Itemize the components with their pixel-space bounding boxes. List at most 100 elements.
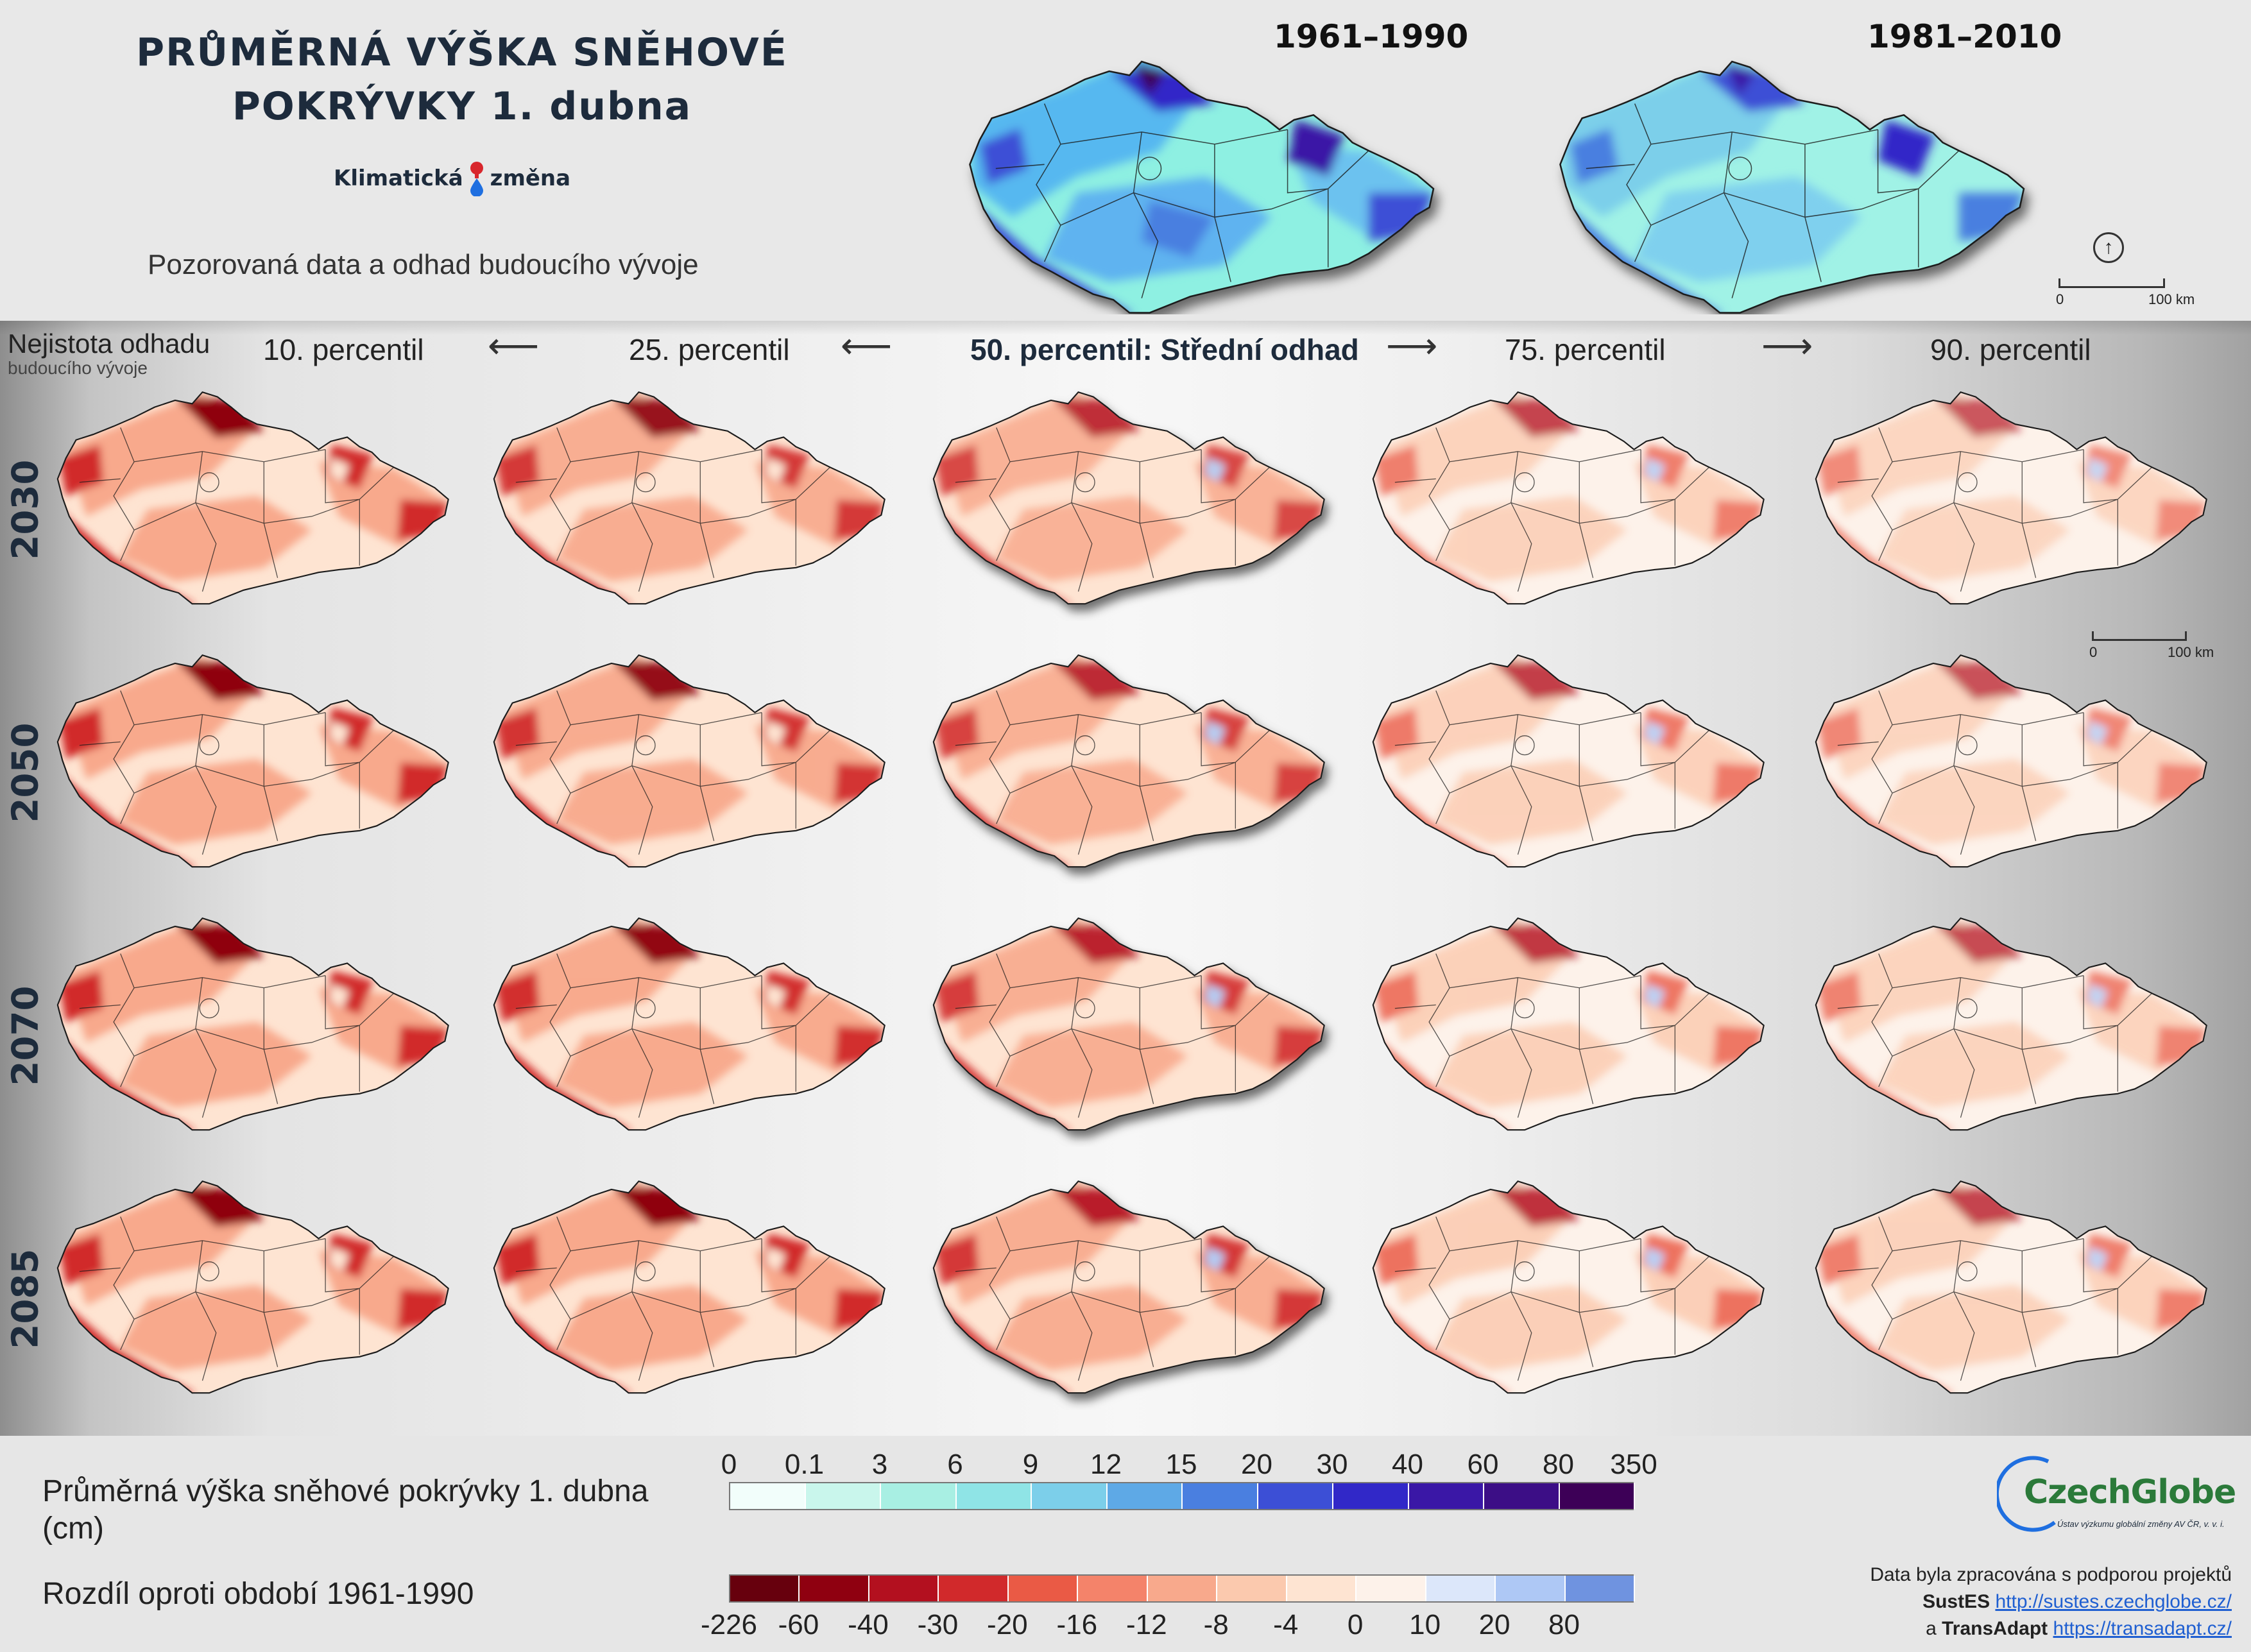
legend-tick-label: -12: [1126, 1609, 1167, 1640]
legend-swatch: [730, 1483, 806, 1509]
difference-map: [1354, 371, 1777, 624]
legend-tick-label: 0: [721, 1449, 737, 1480]
header-panel: PRŮMĚRNÁ VÝŠKA SNĚHOVÉ POKRÝVKY 1. dubna…: [0, 0, 2251, 321]
difference-map: [39, 897, 462, 1150]
logo-wordmark: CzechGlobe: [2024, 1473, 2236, 1511]
column-header-p75: 75. percentil: [1505, 333, 1666, 366]
difference-map-svg: [1815, 1180, 2207, 1394]
column-header-p10: 10. percentil: [263, 333, 424, 366]
difference-tick-row: -226 -60 -40 -30 -20 -16 -12 -8 -4 0 10 20 80: [701, 1609, 1634, 1641]
legend-tick-label: 15: [1165, 1449, 1197, 1480]
legend-swatch: [939, 1576, 1009, 1601]
legend-tick-label: 6: [947, 1449, 963, 1480]
observed-period-1-label: 1961–1990: [1274, 18, 1469, 55]
legend-swatch: [1559, 1483, 1635, 1509]
observed-period-2-label: 1981–2010: [1867, 18, 2062, 55]
legend-tick-label: 60: [1467, 1449, 1499, 1480]
legend-swatch: [1408, 1483, 1484, 1509]
difference-map-svg: [1815, 917, 2207, 1131]
legend-tick-label: -20: [987, 1609, 1028, 1640]
column-header-p50: 50. percentil: Střední odhad: [970, 333, 1359, 366]
brand-logo: Klimatická změna: [334, 159, 570, 198]
source-credits: Data byla zpracována s podporou projektů…: [1783, 1562, 2232, 1642]
legend-swatch: [1008, 1576, 1079, 1601]
legend-tick-label: -226: [700, 1609, 758, 1640]
legend-swatch: [1565, 1576, 1635, 1601]
difference-map: [914, 1160, 1338, 1413]
legend-tick-label: 30: [1316, 1449, 1348, 1480]
column-header-p25: 25. percentil: [629, 333, 790, 366]
legend-swatch: [1107, 1483, 1183, 1509]
legend-swatch: [956, 1483, 1032, 1509]
legend-tick-label: -8: [1203, 1609, 1229, 1640]
difference-map-svg: [493, 1180, 886, 1394]
depth-tick-row: 0 0.1 3 6 9 12 15 20 30 40 60 80 350: [721, 1449, 1657, 1481]
legend-tick-label: 20: [1478, 1609, 1511, 1640]
difference-map: [914, 634, 1338, 887]
arrow-right-icon: ⟶: [1386, 325, 1438, 366]
legend-tick-label: 10: [1409, 1609, 1441, 1640]
link-sustes[interactable]: http://sustes.czechglobe.cz/: [1995, 1591, 2232, 1612]
legend-swatch: [1484, 1483, 1560, 1509]
observed-map-1981-2010: [1521, 6, 2041, 318]
legend-tick-label: 20: [1241, 1449, 1272, 1480]
uncertainty-label: Nejistota odhadu: [8, 328, 210, 359]
projection-grid: Nejistota odhadu budoucího vývoje 10. pe…: [0, 321, 2251, 1436]
legend-swatch: [1217, 1576, 1287, 1601]
legend-tick-label: 80: [1543, 1449, 1574, 1480]
difference-map-svg: [493, 917, 886, 1131]
difference-map: [1354, 634, 1777, 887]
title-line-1: PRŮMĚRNÁ VÝŠKA SNĚHOVÉ: [136, 30, 788, 75]
difference-colorbar: [729, 1574, 1635, 1603]
difference-map: [1797, 897, 2220, 1150]
source-line: Data byla zpracována s podporou projektů: [1870, 1564, 2232, 1585]
legend-tick-label: 9: [1022, 1449, 1039, 1480]
globe-arc-icon: [1997, 1456, 2056, 1532]
scalebar-end: 100 km: [2168, 644, 2214, 660]
difference-map: [1354, 897, 1777, 1150]
legend-tick-label: 12: [1090, 1449, 1122, 1480]
difference-map-svg: [493, 654, 886, 868]
legend-tick-label: 350: [1610, 1449, 1657, 1480]
legend-tick-label: 3: [871, 1449, 888, 1480]
legend-swatch: [730, 1576, 800, 1601]
czechglobe-logo: CzechGlobe Ústav výzkumu globální změny …: [1997, 1455, 2236, 1538]
difference-map: [39, 634, 462, 887]
uncertainty-sublabel: budoucího vývoje: [8, 358, 148, 378]
legend-swatch: [881, 1483, 957, 1509]
difference-legend-label: Rozdíl oproti období 1961-1990: [42, 1577, 474, 1611]
scalebar-start: 0: [2089, 644, 2098, 660]
difference-map: [914, 371, 1338, 624]
legend-tick-label: 40: [1392, 1449, 1423, 1480]
scalebar-start: 0: [2056, 291, 2064, 307]
arrow-left-icon: ⟵: [488, 325, 540, 366]
difference-map-svg: [56, 1180, 449, 1394]
scalebar-end: 100 km: [2148, 291, 2195, 307]
thermometer-drop-icon: [470, 162, 483, 196]
difference-map-svg: [56, 917, 449, 1131]
difference-map-svg: [1372, 654, 1765, 868]
logo-tagline: Ústav výzkumu globální změny AV ČR, v. v…: [2057, 1519, 2225, 1529]
legend-swatch: [1183, 1483, 1258, 1509]
source-joiner: a: [1926, 1618, 1937, 1639]
difference-map: [914, 897, 1338, 1150]
title-line-2: POKRÝVKY 1. dubna: [232, 84, 692, 129]
project-sustes: SustES: [1922, 1591, 1990, 1612]
legend-tick-label: -60: [778, 1609, 819, 1640]
subtitle: Pozorovaná data a odhad budoucího vývoje: [148, 249, 699, 280]
observed-map-svg: [969, 60, 1435, 314]
brand-right-text: změna: [490, 166, 571, 191]
column-header-p90: 90. percentil: [1930, 333, 2091, 366]
legend-swatch: [805, 1483, 881, 1509]
legend-swatch: [800, 1576, 869, 1601]
legend-swatch: [1147, 1576, 1218, 1601]
arrow-left-icon: ⟵: [841, 325, 893, 366]
difference-map-svg: [932, 1180, 1325, 1394]
legend-swatch: [869, 1576, 939, 1601]
legend-panel: Průměrná výška sněhové pokrývky 1. dubna…: [0, 1436, 2251, 1652]
difference-map-svg: [1815, 391, 2207, 605]
difference-map-svg: [493, 391, 886, 605]
difference-map: [475, 897, 898, 1150]
link-transadapt[interactable]: https://transadapt.cz/: [2053, 1618, 2232, 1639]
legend-tick-label: 0: [1347, 1609, 1364, 1640]
